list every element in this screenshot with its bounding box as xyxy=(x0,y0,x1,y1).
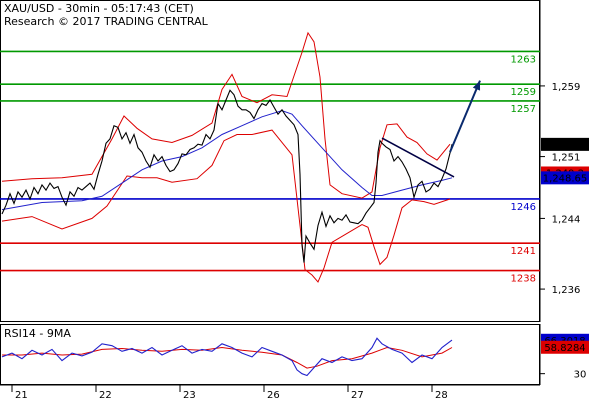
level-label-1259: 1259 xyxy=(511,87,536,98)
x-tick-label: 26 xyxy=(267,390,280,400)
level-label-1257: 1257 xyxy=(511,104,536,115)
upper-band xyxy=(1,31,451,199)
price-badge xyxy=(541,137,589,151)
level-lines: 1263 1259 1257 1246 1241 1238 xyxy=(0,50,540,285)
y-axis-ticks: 1,259 1,251 1,244 1,236 xyxy=(540,82,580,296)
x-tick-label: 28 xyxy=(435,390,448,400)
rsi-label: RSI14 - 9MA xyxy=(4,327,71,340)
x-tick-label: 21 xyxy=(15,390,28,400)
rsi-tick-label: 30 xyxy=(574,370,587,381)
level-label-1241: 1241 xyxy=(511,246,536,257)
rsi-series: 3066.301858.8284 xyxy=(1,333,589,381)
rsi-badge xyxy=(541,340,589,354)
rsi-ma-line xyxy=(2,346,453,369)
ma-line xyxy=(1,110,453,211)
y-tick-label: 1,236 xyxy=(552,285,581,296)
y-tick-label: 1,259 xyxy=(552,82,581,93)
price-line xyxy=(1,89,453,263)
price-series xyxy=(1,89,453,263)
x-axis-ticks: 21 22 23 26 27 28 xyxy=(11,385,448,400)
rsi-line xyxy=(1,337,453,377)
forecast-arrow xyxy=(449,80,481,153)
level-label-1238: 1238 xyxy=(511,274,536,285)
x-tick-label: 23 xyxy=(183,390,196,400)
chart-subtitle: Research © 2017 TRADING CENTRAL xyxy=(4,15,209,28)
rsi-badge-label: 58.8284 xyxy=(544,343,585,354)
price-badge-label: 1,248.65 xyxy=(543,173,588,184)
y-tick-label: 1,244 xyxy=(552,214,581,225)
trend-line xyxy=(381,137,455,178)
moving-average xyxy=(1,110,453,211)
chart-title: XAU/USD - 30min - 05:17:43 (CET) xyxy=(4,2,194,15)
x-tick-label: 27 xyxy=(351,390,364,400)
x-tick-label: 22 xyxy=(99,390,112,400)
trend-annotations xyxy=(381,80,481,178)
price-badge xyxy=(541,171,589,185)
level-label-1246: 1246 xyxy=(511,202,536,213)
y-tick-label: 1,251 xyxy=(552,153,581,164)
rsi-panel xyxy=(0,324,540,385)
price-badges: 1,252.441,249.21,248.65 xyxy=(541,137,589,185)
level-label-1263: 1263 xyxy=(511,54,536,65)
forecast-arrow-head xyxy=(472,80,481,91)
main-panel xyxy=(0,0,540,322)
price-badge-label: 1,252.44 xyxy=(543,140,588,151)
